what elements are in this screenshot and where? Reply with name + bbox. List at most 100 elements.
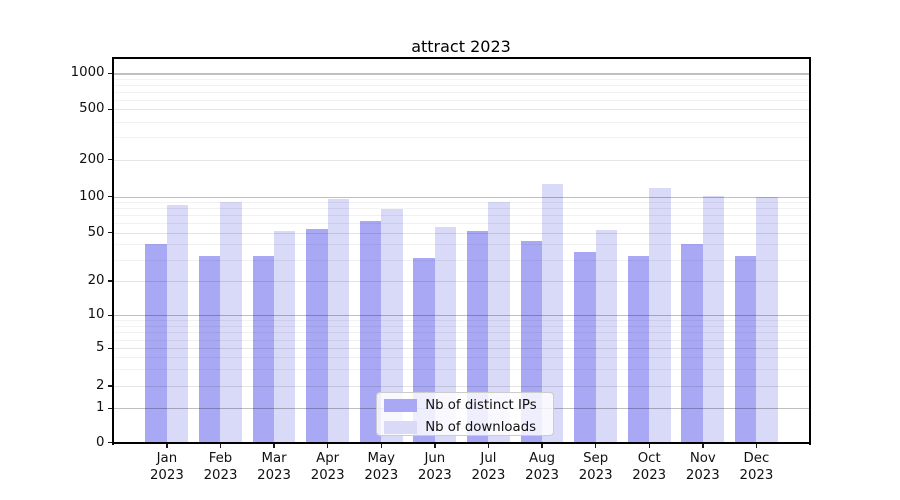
gridline: [113, 109, 810, 111]
x-tick-year: 2023: [149, 468, 184, 483]
x-axis-tick-label: Jan 2023: [135, 450, 199, 484]
x-axis-tick-label: Dec 2023: [724, 450, 788, 484]
legend-swatch-distinct-ips: [383, 399, 417, 413]
gridline: [113, 159, 810, 161]
x-axis-tick-label: Aug 2023: [510, 450, 574, 484]
minor-gridline: [113, 223, 810, 225]
major-gridline: [113, 73, 810, 75]
x-tick-mark: [326, 443, 329, 449]
bar-jun-downloads: [434, 226, 457, 444]
minor-gridline: [113, 208, 810, 210]
x-tick-mark: [541, 443, 543, 449]
x-tick-year: 2023: [525, 468, 559, 483]
y-axis-tick-label: 500: [79, 101, 105, 117]
minor-gridline: [113, 325, 810, 327]
x-axis-bottom-spine: [112, 442, 811, 444]
y-axis-tick-label: 20: [87, 273, 105, 288]
x-axis-tick-label: May 2023: [349, 450, 413, 484]
minor-gridline: [113, 339, 810, 341]
minor-gridline: [113, 369, 810, 371]
minor-gridline: [113, 320, 810, 322]
minor-gridline: [113, 84, 810, 86]
x-axis-tick-label: Sep 2023: [564, 450, 628, 484]
y-tick-mark: [107, 158, 113, 161]
y-axis-tick-label: 1000: [70, 65, 105, 81]
x-tick-year: 2023: [310, 468, 345, 483]
x-axis-tick-label: Jul 2023: [456, 450, 520, 484]
legend-label-downloads: Nb of downloads: [425, 419, 537, 435]
x-tick-mark: [273, 443, 275, 449]
minor-gridline: [113, 202, 810, 204]
bar-nov-distinct-ips: [681, 244, 703, 444]
minor-gridline: [113, 332, 810, 334]
x-tick-year: 2023: [364, 468, 399, 483]
bar-oct-distinct-ips: [627, 256, 650, 444]
y-tick-mark: [107, 314, 113, 316]
legend: Nb of distinct IPs Nb of downloads: [375, 392, 555, 436]
x-tick-year: 2023: [257, 468, 291, 483]
y-tick-mark: [107, 232, 113, 234]
y-tick-mark: [107, 108, 113, 110]
y-tick-mark: [107, 442, 113, 444]
x-tick-month: Feb: [208, 451, 233, 466]
x-tick-year: 2023: [471, 468, 506, 483]
x-tick-mark: [702, 443, 704, 449]
minor-gridline: [113, 78, 810, 80]
bar-jul-distinct-ips: [467, 230, 489, 444]
gridline: [113, 281, 810, 282]
bar-aug-downloads: [542, 183, 564, 444]
x-tick-mark: [434, 443, 436, 449]
x-axis-tick-label: Oct 2023: [617, 450, 681, 484]
y-axis-left-spine: [112, 57, 115, 445]
x-tick-mark: [487, 443, 490, 449]
legend-swatch-downloads: [383, 421, 417, 435]
minor-gridline: [113, 137, 810, 139]
bar-jan-downloads: [166, 205, 189, 444]
bar-may-distinct-ips: [359, 220, 382, 444]
y-axis-tick-label: 50: [87, 224, 105, 240]
x-tick-month: Aug: [529, 451, 556, 466]
minor-gridline: [113, 91, 810, 93]
bar-dec-downloads: [756, 196, 778, 444]
major-gridline: [113, 196, 810, 198]
x-tick-month: Oct: [637, 451, 661, 466]
minor-gridline: [113, 99, 810, 101]
x-tick-month: Jan: [156, 451, 178, 466]
bar-sep-downloads: [595, 229, 618, 444]
bar-jul-downloads: [488, 201, 510, 444]
bar-nov-downloads: [702, 196, 725, 444]
x-tick-mark: [755, 443, 758, 449]
x-tick-year: 2023: [203, 468, 238, 483]
bar-apr-downloads: [327, 198, 350, 444]
y-tick-mark: [107, 407, 113, 409]
y-axis-tick-label: 100: [79, 188, 105, 204]
x-tick-mark: [219, 443, 222, 449]
x-tick-month: Sep: [583, 451, 609, 466]
x-tick-month: Nov: [689, 451, 716, 466]
bar-feb-downloads: [220, 202, 242, 444]
x-tick-month: Mar: [261, 451, 287, 466]
x-tick-mark: [594, 443, 597, 449]
bar-feb-distinct-ips: [199, 256, 221, 444]
minor-gridline: [113, 357, 810, 359]
x-axis-tick-label: Jun 2023: [403, 450, 467, 484]
minor-gridline: [113, 259, 810, 261]
bar-may-downloads: [381, 208, 403, 444]
y-tick-mark: [107, 72, 113, 75]
y-axis-tick-label: 200: [79, 151, 105, 167]
legend-label-distinct-ips: Nb of distinct IPs: [425, 397, 537, 413]
bar-oct-downloads: [649, 188, 671, 444]
x-axis-tick-label: Mar 2023: [242, 450, 306, 484]
minor-gridline: [113, 121, 810, 123]
gridline: [113, 348, 810, 350]
x-tick-month: Apr: [316, 451, 340, 466]
y-axis-tick-label: 0: [96, 434, 105, 450]
x-tick-mark: [380, 443, 382, 449]
x-tick-month: Jun: [424, 451, 446, 466]
gridline: [113, 232, 810, 234]
bar-dec-distinct-ips: [735, 256, 757, 444]
minor-gridline: [113, 215, 810, 217]
minor-gridline: [113, 244, 810, 246]
x-tick-mark: [648, 443, 650, 449]
